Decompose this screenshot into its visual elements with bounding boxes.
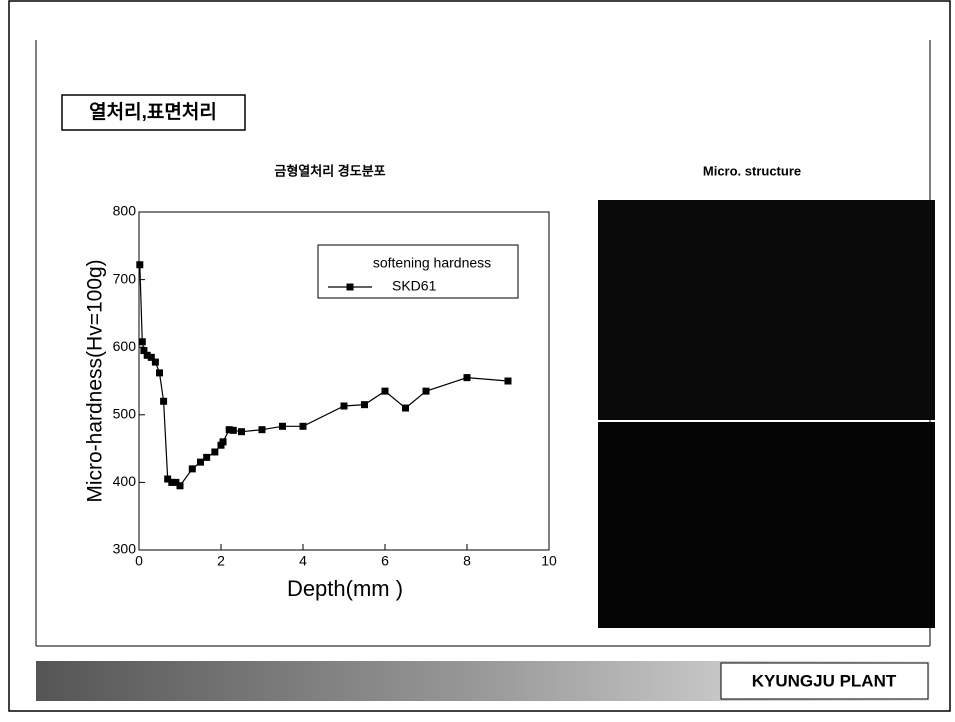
x-tick-label: 10 bbox=[541, 553, 557, 569]
slide: 열처리,표면처리 Micro. structure KYUNGJU PLANT … bbox=[0, 0, 955, 717]
y-tick-label: 600 bbox=[113, 338, 137, 354]
y-tick-label: 700 bbox=[113, 270, 137, 286]
data-point bbox=[211, 448, 218, 455]
data-point bbox=[464, 374, 471, 381]
micro-image bbox=[598, 422, 935, 628]
legend-label: SKD61 bbox=[392, 278, 437, 294]
data-point bbox=[230, 427, 237, 434]
data-point bbox=[177, 482, 184, 489]
x-tick-label: 2 bbox=[217, 553, 225, 569]
data-point bbox=[402, 405, 409, 412]
legend-marker bbox=[347, 284, 354, 291]
x-tick-label: 6 bbox=[381, 553, 389, 569]
header-title: 열처리,표면처리 bbox=[89, 101, 217, 123]
micro-title: Micro. structure bbox=[703, 163, 801, 178]
x-tick-label: 4 bbox=[299, 553, 307, 569]
x-axis-label: Depth(mm ) bbox=[287, 576, 403, 601]
page: {"header": {"title": "열처리,표면처리"}, "micro… bbox=[0, 0, 955, 717]
x-tick-label: 8 bbox=[463, 553, 471, 569]
data-point bbox=[361, 401, 368, 408]
data-point bbox=[300, 423, 307, 430]
data-point bbox=[197, 459, 204, 466]
x-tick-label: 0 bbox=[135, 553, 143, 569]
y-tick-label: 800 bbox=[113, 203, 137, 219]
data-point bbox=[423, 388, 430, 395]
y-tick-label: 300 bbox=[113, 541, 137, 557]
data-point bbox=[259, 426, 266, 433]
y-tick-label: 400 bbox=[113, 473, 137, 489]
data-point bbox=[152, 359, 159, 366]
data-point bbox=[279, 423, 286, 430]
micro-image bbox=[598, 200, 935, 420]
data-point bbox=[341, 403, 348, 410]
data-point bbox=[238, 428, 245, 435]
y-axis-label: Micro-hardness(Hv=100g) bbox=[84, 259, 107, 502]
chart-title: 금형열처리 경도분포 bbox=[274, 163, 385, 178]
legend-title: softening hardness bbox=[373, 255, 491, 271]
data-point bbox=[382, 388, 389, 395]
plant-name: KYUNGJU PLANT bbox=[752, 671, 897, 690]
data-point bbox=[156, 369, 163, 376]
data-point bbox=[505, 378, 512, 385]
data-point bbox=[220, 438, 227, 445]
y-tick-label: 500 bbox=[113, 406, 137, 422]
data-point bbox=[203, 454, 210, 461]
data-point bbox=[189, 465, 196, 472]
data-point bbox=[136, 261, 143, 268]
data-point bbox=[139, 338, 146, 345]
data-point bbox=[160, 398, 167, 405]
